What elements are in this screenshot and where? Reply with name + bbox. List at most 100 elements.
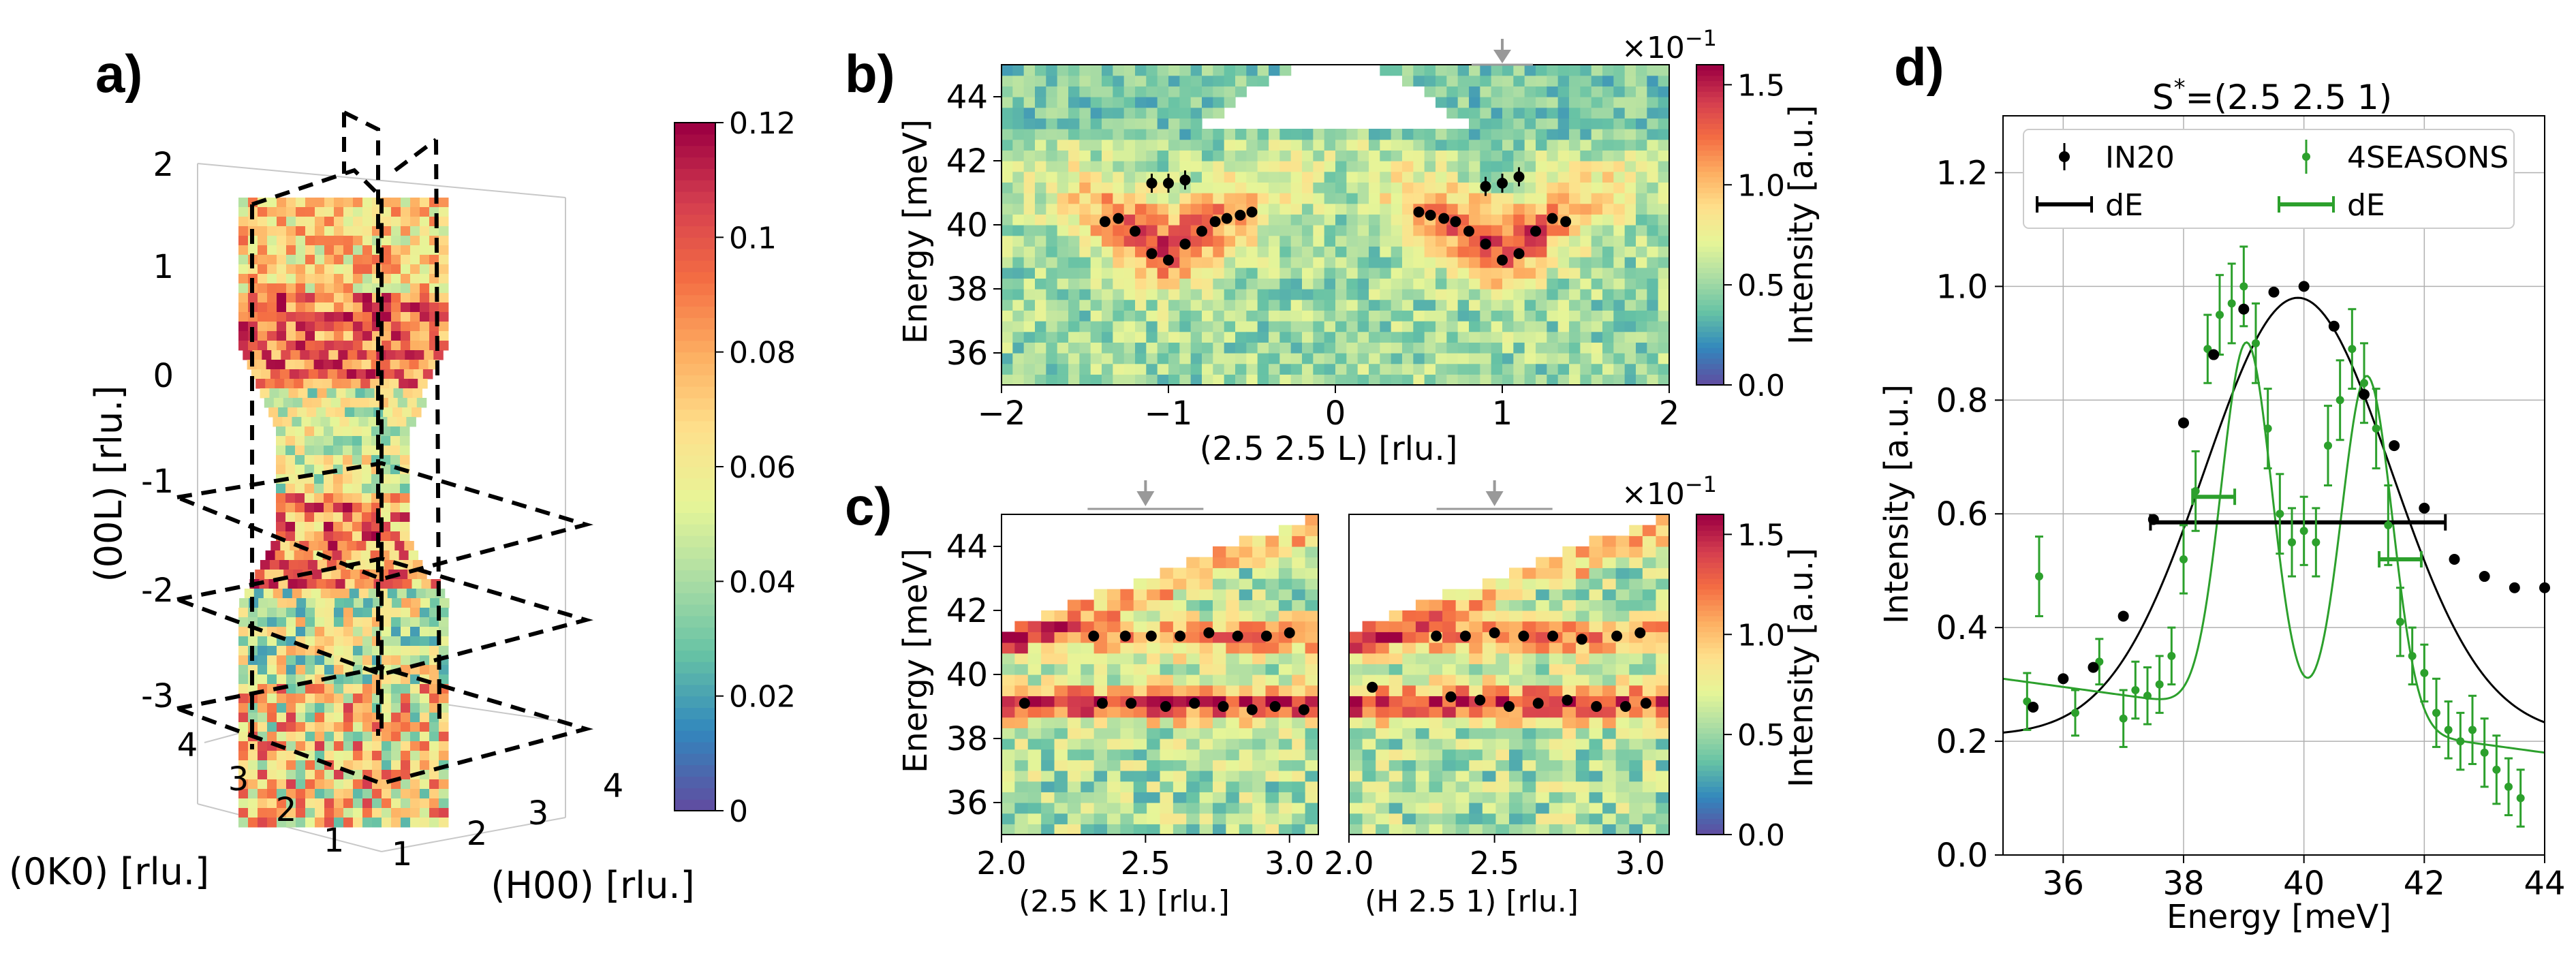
b-heatmap-cell [1536,139,1547,151]
b-heatmap-cell [1457,331,1470,343]
b-heatmap-cell [1213,65,1225,76]
b-heatmap-cell [1123,75,1136,87]
b-heatmap-cell [1269,139,1280,151]
c-right-heatmap-cell [1575,589,1590,600]
c-right-heatmap-cell [1455,749,1470,760]
b-heatmap-cell [1647,257,1659,268]
a-volume-cell [238,245,249,255]
c-left-heatmap-cell [1027,824,1042,835]
a-volume-cell [322,379,332,389]
c-right-heatmap-cell [1562,589,1577,600]
b-heatmap-cell [1457,267,1470,279]
c-left-heatmap-cell [1173,653,1187,664]
b-heatmap-cell [1224,267,1236,279]
a-cut-planes [176,110,594,786]
b-heatmap-cell [1035,97,1046,108]
a-volume-cell [352,360,362,370]
a-volume-cell [304,360,315,370]
a-volume-cell [382,236,392,246]
a-volume-cell [315,274,325,284]
a-volume-cell [391,760,401,771]
b-heatmap-cell [1346,161,1359,172]
b-heatmap-cell [1157,129,1169,140]
b-heatmap-cell [1636,214,1647,226]
c-left-heatmap-cell [1027,803,1042,814]
c-right-heatmap-cell [1482,749,1497,760]
b-heatmap-cell [1602,171,1614,183]
b-heatmap-cell [1302,374,1314,386]
c-right-heatmap-cell [1349,685,1363,696]
a-colorbar-segment [674,673,715,685]
b-heatmap-cell [1279,246,1292,258]
b-heatmap-cell [1658,75,1670,87]
c-left-heatmap-cell [1027,696,1042,707]
b-heatmap-cell [1413,150,1425,161]
a-volume-cell [314,522,324,532]
b-heatmap-cell [1179,75,1192,87]
c-right-heatmap-cell [1349,824,1363,835]
c-left-heatmap-cell [1120,706,1134,718]
a-volume-cell [420,646,430,656]
b-heatmap-cell [1335,353,1347,364]
d-4seasons-point [2420,668,2429,677]
a-volume-cell [258,694,268,704]
b-heatmap-cell [1457,86,1470,97]
c-left-heatmap-cell [1186,781,1200,792]
b-heatmap-cell [1324,289,1336,300]
b-heatmap-cell [1524,321,1536,332]
a-volume-cell [384,560,394,570]
a-volume-cell [296,236,306,246]
b-heatmap-cell [1647,171,1659,183]
b-heatmap-cell [1413,310,1425,322]
c-left-heatmap-cell [1265,717,1279,728]
b-heatmap-cell [1023,182,1036,193]
b-heatmap-cell [1446,129,1459,140]
a-volume-cell [238,646,249,656]
a-volume-cell [439,226,449,236]
c-left-heatmap-cell [1186,642,1200,654]
c-left-heatmap-cell [1027,706,1042,718]
c-left-data-point [1232,630,1243,642]
c-right-heatmap-cell [1402,610,1416,622]
c-left-heatmap-cell [1265,578,1279,590]
a-volume-cell [353,741,363,751]
a-volume-cell [410,331,420,341]
c-left-heatmap-cell [1226,600,1240,611]
c-left-heatmap-cell [1160,738,1174,750]
c-left-heatmap-cell [1027,653,1042,664]
b-heatmap-cell [1580,171,1592,183]
b-heatmap-cell [1602,139,1614,151]
a-volume-cell [343,484,353,494]
c-right-heatmap-cell [1388,685,1403,696]
a-volume-cell [305,493,315,503]
a-volume-cell [277,245,287,255]
a-volume-cell [333,484,343,494]
c-right-heatmap-cell [1629,653,1643,664]
c-left-heatmap-cell [1147,653,1161,664]
c-left-heatmap-cell [1292,792,1306,803]
c-left-heatmap-cell [1147,771,1161,782]
a-volume-cell [383,579,393,589]
c-right-data-point [1518,630,1530,642]
b-heatmap-cell [1157,118,1169,129]
b-heatmap-cell [1613,150,1626,161]
b-heatmap-cell [1636,310,1647,322]
c-right-heatmap-cell [1522,749,1536,760]
c-right-heatmap-cell [1349,813,1363,824]
b-heatmap-cell [1536,171,1547,183]
a-volume-cell [324,312,335,322]
c-left-heatmap-cell [1305,589,1319,600]
c-left-heatmap-cell [1133,760,1147,771]
c-left-heatmap-cell [1093,717,1108,728]
a-volume-cell [324,264,335,275]
b-heatmap-cell [1190,75,1202,87]
a-volume-cell [362,236,373,246]
a-volume-cell [277,274,287,284]
c-right-heatmap-cell [1442,738,1457,750]
a-volume-cell [429,789,439,799]
b-heatmap-cell [1357,374,1369,386]
c-right-heatmap-cell [1349,632,1363,643]
c-left-heatmap-cell [1014,728,1029,739]
c-right-heatmap-cell [1522,600,1536,611]
b-heatmap-cell [1580,214,1592,226]
